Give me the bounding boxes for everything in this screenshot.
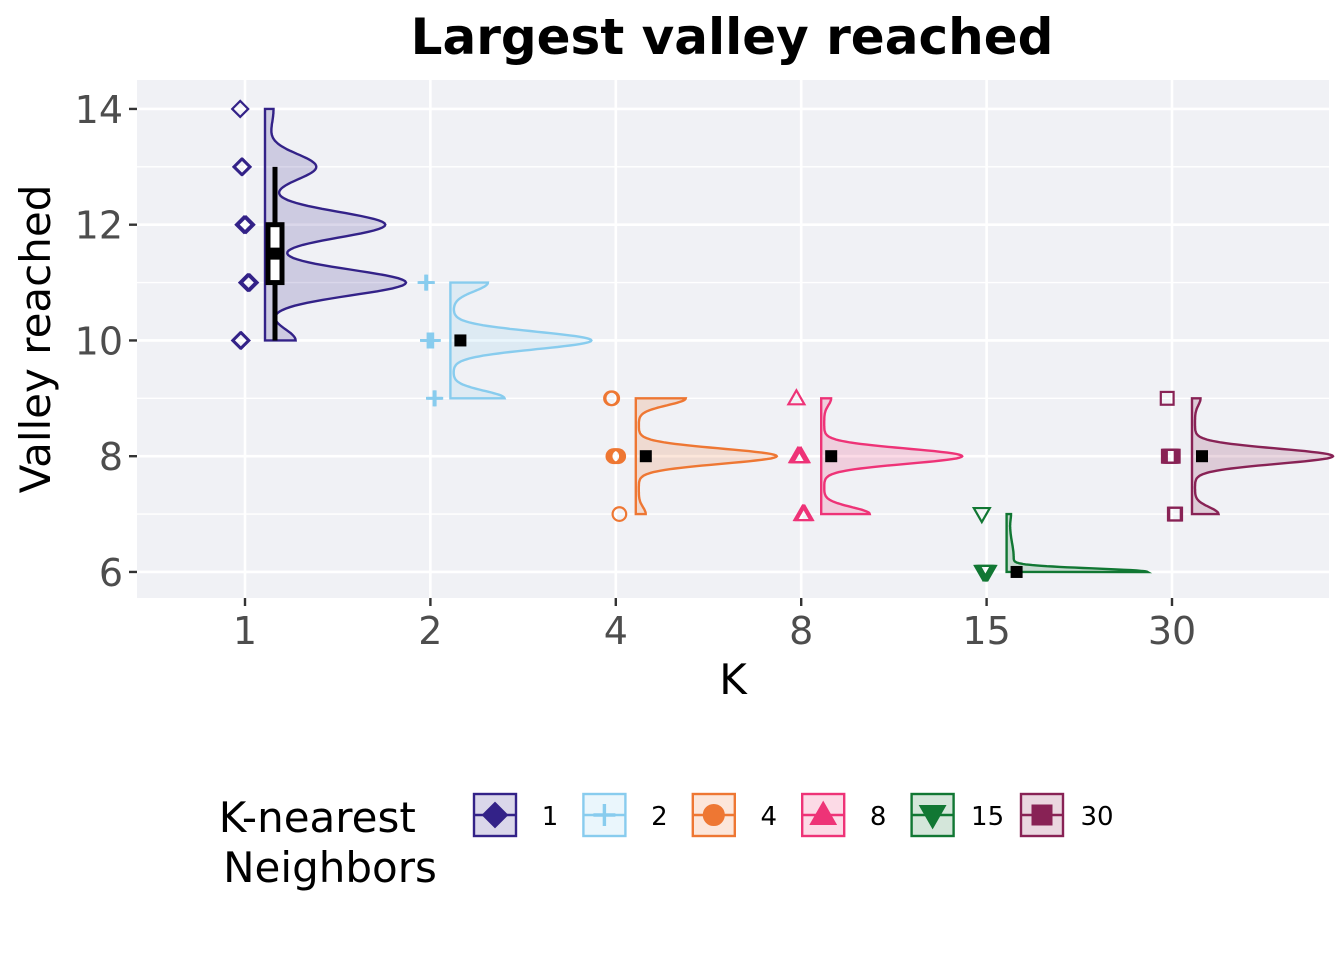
x-tick-label: 8	[789, 609, 813, 653]
legend-label-30: 30	[1080, 802, 1113, 832]
legend-label-1: 1	[542, 802, 559, 832]
y-tick-label: 8	[99, 435, 123, 479]
x-tick-label: 30	[1148, 609, 1196, 653]
legend-title-line-1: K-nearest	[219, 793, 416, 842]
point-2	[418, 274, 435, 291]
mean-marker-8	[825, 450, 838, 463]
y-axis: 6 8 10 12 14	[75, 88, 137, 595]
legend-label-8: 8	[870, 802, 887, 832]
density-2	[449, 281, 593, 400]
group-1	[230, 99, 408, 351]
point-4	[604, 390, 621, 407]
point-8	[791, 445, 812, 464]
point-1	[230, 99, 250, 119]
legend-item-4: 4	[691, 792, 778, 838]
x-axis: 1 2 4 8 15 30	[233, 598, 1196, 653]
density-4	[634, 397, 779, 516]
x-tick-label: 4	[604, 609, 628, 653]
legend-item-30: 30	[1019, 792, 1114, 838]
point-8	[786, 388, 807, 406]
x-tick-label: 2	[418, 609, 442, 653]
point-8	[794, 503, 815, 522]
x-tick-label: 1	[233, 609, 257, 653]
group-30	[1159, 390, 1335, 522]
point-4	[610, 448, 627, 465]
point-1	[236, 215, 256, 235]
x-axis-label: K	[719, 655, 748, 704]
chart-title: Largest valley reached	[411, 8, 1054, 66]
legend-key-shape-8	[809, 800, 838, 825]
mean-marker-4	[639, 450, 652, 463]
point-2	[424, 332, 441, 349]
legend-label-15: 15	[971, 802, 1004, 832]
legend-item-1: 1	[472, 792, 559, 838]
point-2	[427, 390, 444, 407]
legend-title: K-nearest Neighbors	[219, 793, 437, 892]
group-8	[786, 388, 964, 522]
legend-item-8: 8	[801, 792, 887, 838]
point-15	[971, 506, 992, 525]
point-4	[611, 506, 628, 522]
legend-key-shape-1	[481, 801, 509, 829]
point-15	[977, 564, 998, 583]
density-8	[820, 397, 964, 516]
mean-marker-2	[454, 334, 467, 347]
legend-key-shape-15	[918, 805, 947, 830]
x-tick-label: 15	[962, 609, 1010, 653]
density-1	[263, 107, 408, 342]
y-tick-label: 6	[99, 551, 123, 595]
legend-key-shape-4	[702, 803, 725, 827]
density-30	[1190, 397, 1335, 516]
legend-item-2: 2	[582, 792, 668, 838]
y-tick-label: 14	[75, 88, 123, 132]
y-tick-label: 10	[75, 319, 123, 363]
plot-panel	[137, 80, 1329, 598]
legend-item-15: 15	[910, 792, 1004, 838]
point-30	[1168, 506, 1184, 522]
mean-marker-15	[1010, 565, 1023, 578]
y-axis-label: Valley reached	[11, 185, 60, 494]
legend-label-2: 2	[651, 802, 668, 832]
y-tick-label: 12	[75, 204, 123, 248]
group-2	[417, 274, 593, 407]
legend-key-shape-2	[593, 804, 616, 826]
legend: K-nearest Neighbors 1 2 4 8 15 30	[219, 792, 1114, 892]
group-4	[603, 390, 779, 522]
point-1	[240, 273, 260, 293]
mean-marker-1	[269, 247, 281, 260]
mean-marker-30	[1196, 450, 1208, 463]
point-30	[1165, 448, 1181, 464]
legend-key-shape-30	[1031, 804, 1053, 826]
point-30	[1159, 390, 1175, 406]
marks-layer	[230, 99, 1335, 583]
point-1	[233, 157, 253, 177]
group-15	[971, 506, 1153, 583]
legend-label-4: 4	[761, 802, 778, 832]
point-1	[231, 330, 251, 351]
legend-title-line-2: Neighbors	[223, 843, 437, 892]
